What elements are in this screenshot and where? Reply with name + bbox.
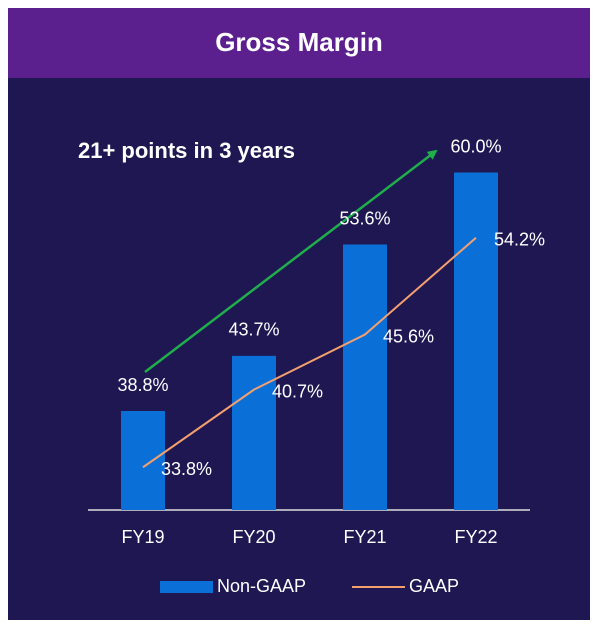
data-label: 38.8%: [117, 375, 168, 395]
legend-label: Non-GAAP: [217, 576, 306, 596]
x-tick-label: FY22: [454, 527, 497, 547]
legend-label: GAAP: [409, 576, 459, 596]
x-tick-label: FY20: [232, 527, 275, 547]
bar: [232, 355, 276, 510]
data-label: 54.2%: [494, 230, 545, 250]
line: [142, 236, 477, 469]
bar: [343, 244, 387, 510]
x-tick-label: FY21: [343, 527, 386, 547]
bar: [121, 411, 165, 510]
chart-title: Gross Margin: [215, 27, 383, 57]
trend-arrow: [144, 149, 438, 373]
data-label: 43.7%: [228, 320, 279, 340]
header: [8, 8, 590, 78]
data-label: 53.6%: [339, 208, 390, 228]
legend-swatch: [160, 581, 213, 593]
panel: [8, 8, 590, 620]
data-label: 60.0%: [450, 136, 501, 156]
bar: [454, 172, 498, 510]
x-tick-label: FY19: [121, 527, 164, 547]
data-label: 45.6%: [383, 326, 434, 346]
data-label: 40.7%: [272, 381, 323, 401]
annotation: 21+ points in 3 years: [78, 138, 295, 163]
data-label: 33.8%: [161, 459, 212, 479]
